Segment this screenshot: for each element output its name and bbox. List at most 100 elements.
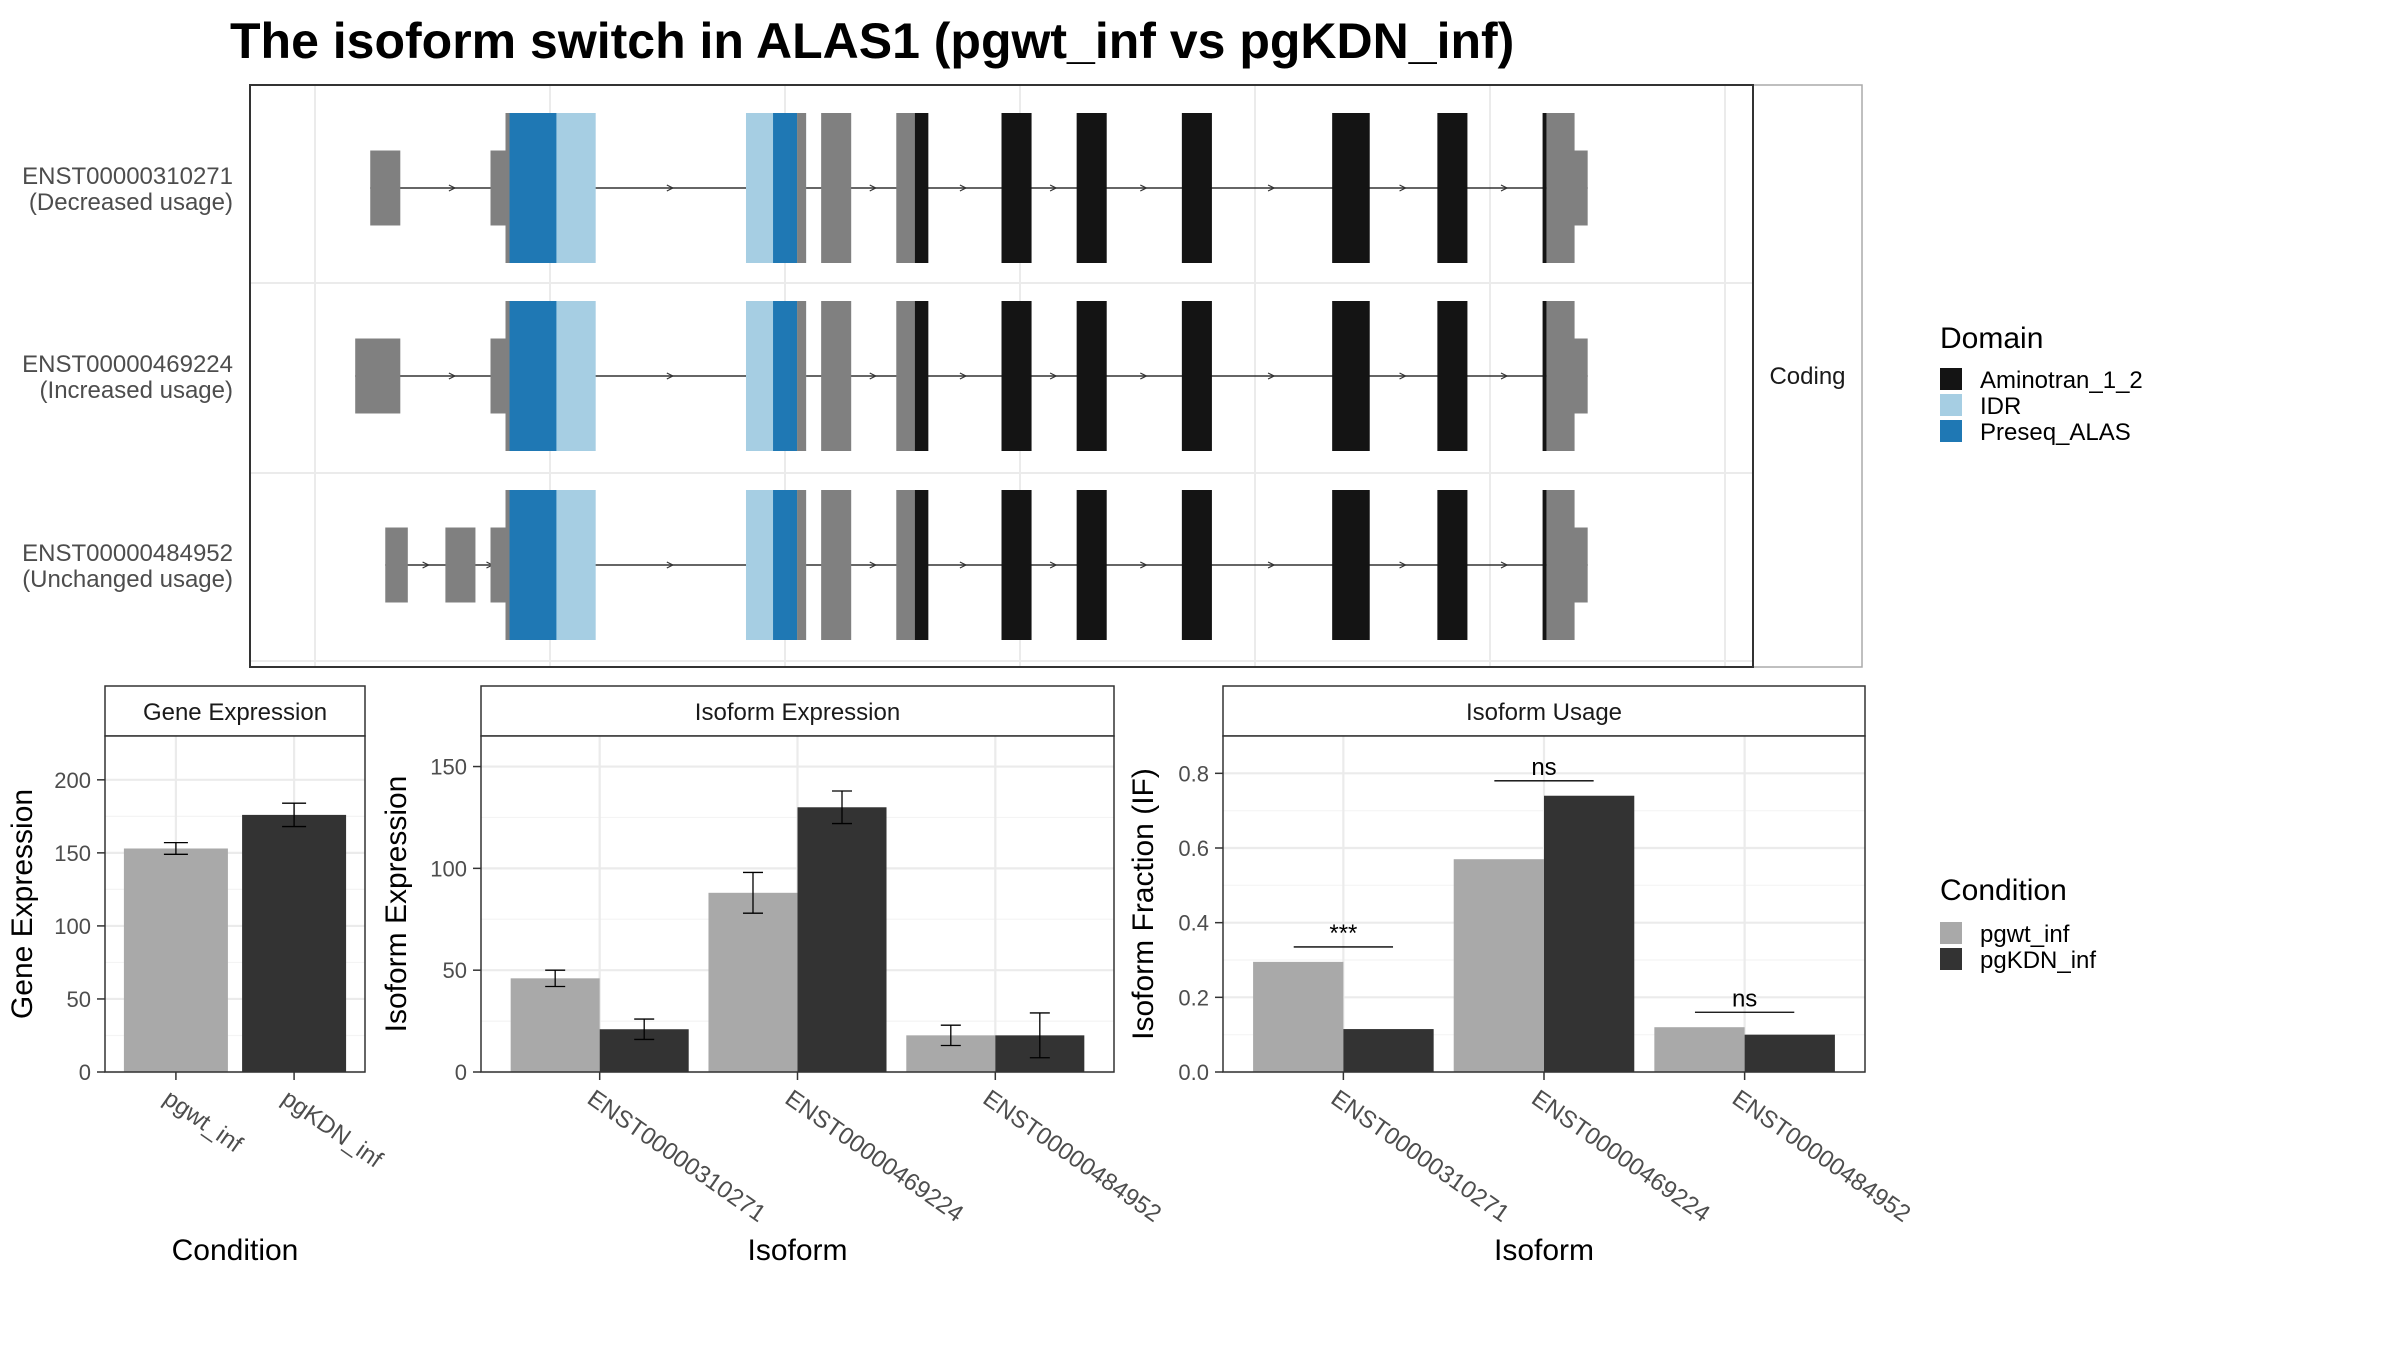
isoform-label-usage: (Unchanged usage) [22, 566, 233, 593]
bar-pgwt_inf-ENST00000469224 [1453, 859, 1544, 1072]
preseq-alas-domain [509, 113, 557, 263]
aminotran-domain [1332, 301, 1370, 451]
y-axis-title: Isoform Expression [380, 776, 413, 1033]
utr3-exon [1572, 150, 1588, 226]
legend-key-Preseq_ALAS [1940, 420, 1962, 442]
coding-exon [821, 490, 852, 640]
y-tick-label: 100 [430, 856, 467, 881]
panel-strip [1222, 685, 1866, 737]
coding-exon [797, 301, 807, 451]
significance-label: *** [1329, 920, 1357, 947]
utr3-exon [1546, 301, 1575, 451]
gene-expression-panel: Gene Expression 0 50 100 150 200 pgwt_inf pgKDN… [6, 685, 388, 1267]
isoform-label-usage: (Increased usage) [40, 377, 233, 404]
intron-arrow [1140, 184, 1148, 192]
isoform-expression-panel: Isoform Expression 0 50 100 150 ENST000003102… [380, 685, 1166, 1267]
utr-stub [505, 113, 510, 263]
intron-arrow [1140, 372, 1148, 380]
aminotran-domain [1001, 301, 1032, 451]
preseq-alas-domain [773, 490, 798, 640]
significance-label: ns [1732, 985, 1757, 1012]
legend-key-Aminotran_1_2 [1940, 368, 1962, 390]
x-axis-title: Isoform [747, 1234, 847, 1267]
y-tick-label: 50 [67, 987, 91, 1012]
legend-label-IDR: IDR [1980, 393, 2021, 420]
y-tick-label: 100 [54, 914, 91, 939]
utr5-exon [445, 527, 476, 603]
intron-arrow [422, 561, 430, 569]
bar-pgKDN_inf-ENST00000469224 [1544, 795, 1635, 1072]
isoform-row-ENST00000310271 [370, 113, 1588, 263]
intron-arrow [1049, 184, 1058, 192]
y-tick-label: 0 [79, 1060, 91, 1085]
aminotran-domain [1001, 490, 1032, 640]
y-tick-label: 0.2 [1178, 985, 1209, 1010]
x-tick-label: ENST00000484952 [1727, 1085, 1915, 1228]
aminotran-domain [1542, 301, 1547, 451]
intron-arrow [869, 184, 878, 192]
isoform-row-ENST00000469224 [355, 301, 1588, 451]
intron-arrow [1049, 561, 1058, 569]
y-tick-label: 0 [455, 1060, 467, 1085]
intron-arrow [666, 561, 675, 569]
legend-label-pgKDN_inf: pgKDN_inf [1980, 947, 2096, 974]
legend-key-IDR [1940, 394, 1962, 416]
coding-exon [821, 301, 852, 451]
utr3-exon [1546, 113, 1575, 263]
x-tick-label: ENST00000484952 [978, 1085, 1166, 1228]
coding-exon [797, 113, 807, 263]
intron-arrow [959, 372, 968, 380]
intron-arrow [448, 184, 457, 192]
x-tick-label: pgKDN_inf [277, 1085, 388, 1174]
isoform-usage-panel: Isoform Usage *** ns ns 0.0 0.2 0.4 0.6 0.8 ENST0… [1127, 685, 1915, 1267]
legend-label-pgwt_inf: pgwt_inf [1980, 921, 2070, 948]
x-tick-label: ENST00000469224 [1527, 1085, 1715, 1228]
aminotran-domain [914, 490, 929, 640]
error-bar [832, 790, 853, 825]
aminotran-domain [1437, 113, 1468, 263]
error-bar [163, 841, 188, 855]
utr5-exon [385, 527, 408, 603]
y-axis-title: Isoform Fraction (IF) [1127, 768, 1160, 1040]
panel-strip-title: Isoform Expression [695, 699, 900, 726]
x-tick-label: ENST00000310271 [582, 1085, 770, 1228]
aminotran-domain [1001, 113, 1032, 263]
aminotran-domain [1076, 301, 1107, 451]
intron-arrow [666, 372, 675, 380]
y-tick-label: 50 [443, 958, 467, 983]
condition-legend-title: Condition [1940, 874, 2067, 907]
intron-arrow [1399, 184, 1407, 192]
panel-strip-title: Gene Expression [143, 699, 327, 726]
intron-arrow [448, 372, 457, 380]
error-bar [742, 871, 763, 914]
legend-key-pgwt_inf [1940, 922, 1962, 944]
gene-structure-panel: Coding ENST00000310271(Decreased usage) EN… [22, 84, 1863, 668]
y-tick-label: 200 [54, 768, 91, 793]
x-axis-title: Isoform [1494, 1234, 1594, 1267]
error-bar [1029, 1012, 1050, 1059]
utr-stub [505, 301, 510, 451]
y-tick-label: 0.8 [1178, 761, 1209, 786]
aminotran-domain [1542, 490, 1547, 640]
aminotran-domain [914, 301, 929, 451]
bar-pgKDN_inf-ENST00000469224 [797, 807, 887, 1072]
figure-title: The isoform switch in ALAS1 (pgwt_inf vs… [230, 13, 1514, 69]
intron-arrow [1500, 184, 1509, 192]
bar-pgwt_inf-ENST00000484952 [1654, 1027, 1745, 1072]
significance-label: ns [1531, 754, 1556, 781]
aminotran-domain [1437, 301, 1468, 451]
aminotran-domain [1181, 113, 1212, 263]
bar-pgwt_inf-ENST00000310271 [510, 978, 600, 1072]
x-tick-label: ENST00000310271 [1326, 1085, 1514, 1228]
intron-arrow [1500, 372, 1509, 380]
y-tick-label: 150 [430, 755, 467, 780]
intron-arrow [959, 561, 968, 569]
coding-exon [821, 113, 852, 263]
intron-arrow [959, 184, 968, 192]
intron-arrow [1049, 372, 1058, 380]
y-axis-title: Gene Expression [6, 789, 39, 1019]
aminotran-domain [1332, 113, 1370, 263]
preseq-alas-domain [509, 490, 557, 640]
error-bar [634, 1018, 655, 1041]
